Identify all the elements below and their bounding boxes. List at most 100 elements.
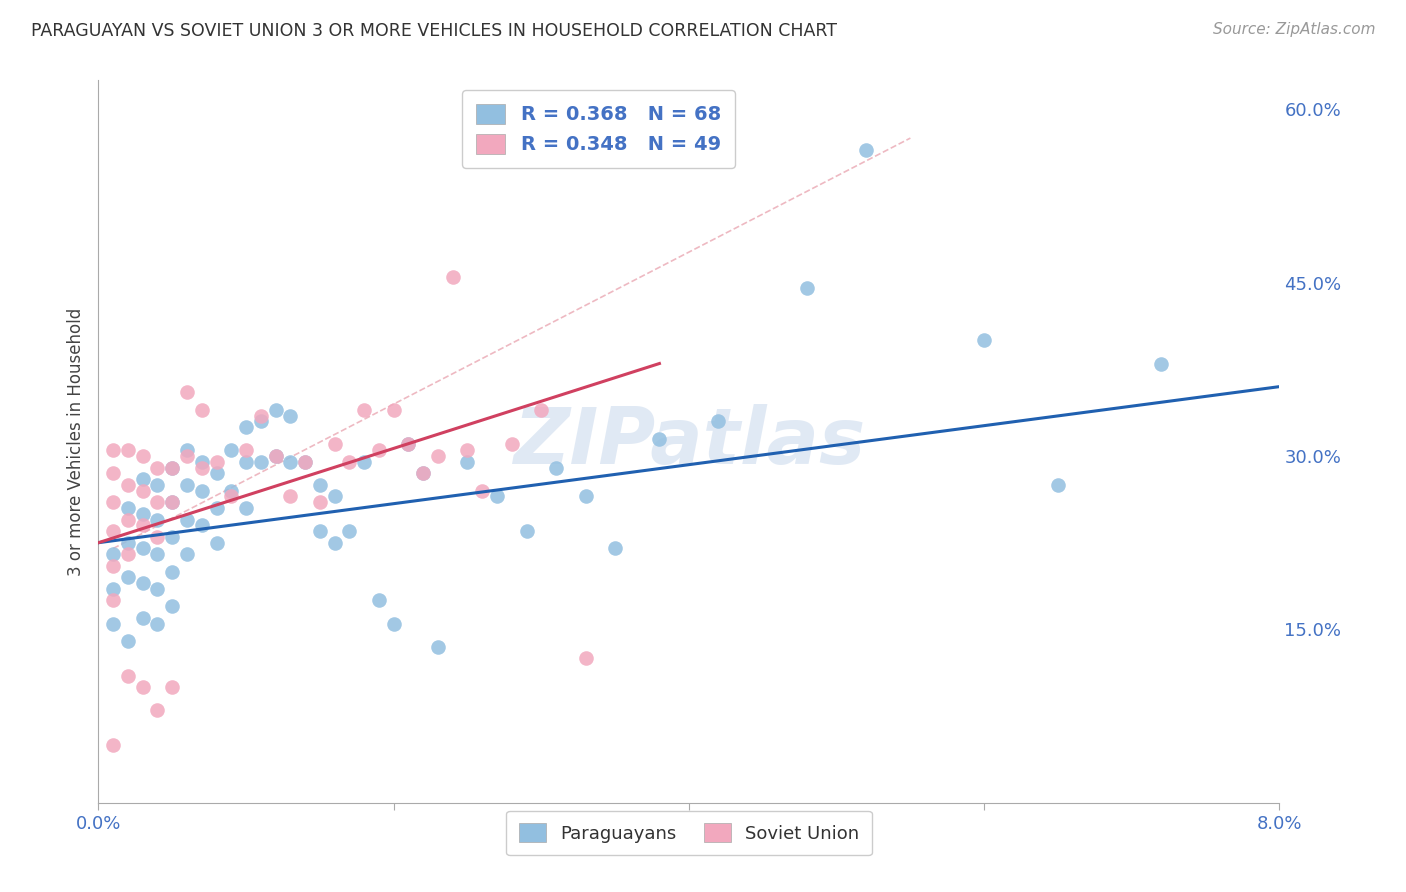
- Point: [117, 443, 139, 458]
- Point: [398, 437, 420, 451]
- Point: [264, 449, 287, 463]
- Point: [205, 467, 228, 481]
- Point: [117, 535, 139, 549]
- Point: [162, 495, 183, 509]
- Point: [250, 409, 273, 423]
- Point: [280, 490, 302, 504]
- Point: [471, 483, 494, 498]
- Point: [530, 402, 553, 417]
- Point: [339, 455, 361, 469]
- Point: [117, 547, 139, 561]
- Point: [103, 558, 125, 573]
- Point: [132, 576, 155, 591]
- Point: [117, 478, 139, 492]
- Point: [132, 472, 155, 486]
- Point: [575, 651, 598, 665]
- Point: [368, 443, 391, 458]
- Text: ZIPatlas: ZIPatlas: [513, 403, 865, 480]
- Y-axis label: 3 or more Vehicles in Household: 3 or more Vehicles in Household: [66, 308, 84, 575]
- Text: Source: ZipAtlas.com: Source: ZipAtlas.com: [1212, 22, 1375, 37]
- Point: [294, 455, 316, 469]
- Point: [353, 455, 375, 469]
- Point: [176, 512, 198, 526]
- Point: [103, 582, 125, 596]
- Point: [516, 524, 538, 538]
- Point: [146, 460, 169, 475]
- Point: [235, 420, 257, 434]
- Point: [264, 402, 287, 417]
- Point: [162, 495, 183, 509]
- Point: [309, 478, 332, 492]
- Point: [412, 467, 434, 481]
- Point: [103, 616, 125, 631]
- Point: [162, 460, 183, 475]
- Point: [176, 443, 198, 458]
- Point: [457, 443, 479, 458]
- Point: [221, 490, 243, 504]
- Point: [575, 490, 598, 504]
- Point: [191, 402, 214, 417]
- Point: [132, 611, 155, 625]
- Point: [146, 512, 169, 526]
- Point: [221, 483, 243, 498]
- Point: [486, 490, 509, 504]
- Point: [294, 455, 316, 469]
- Point: [191, 483, 214, 498]
- Point: [353, 402, 375, 417]
- Point: [132, 449, 155, 463]
- Point: [103, 738, 125, 752]
- Point: [103, 547, 125, 561]
- Point: [427, 640, 450, 654]
- Point: [382, 616, 405, 631]
- Text: PARAGUAYAN VS SOVIET UNION 3 OR MORE VEHICLES IN HOUSEHOLD CORRELATION CHART: PARAGUAYAN VS SOVIET UNION 3 OR MORE VEH…: [31, 22, 837, 40]
- Point: [457, 455, 479, 469]
- Point: [132, 518, 155, 533]
- Point: [146, 547, 169, 561]
- Point: [132, 483, 155, 498]
- Point: [117, 501, 139, 516]
- Point: [103, 495, 125, 509]
- Point: [162, 460, 183, 475]
- Point: [162, 565, 183, 579]
- Point: [117, 512, 139, 526]
- Point: [205, 501, 228, 516]
- Point: [309, 524, 332, 538]
- Point: [280, 409, 302, 423]
- Point: [796, 281, 818, 295]
- Point: [103, 524, 125, 538]
- Point: [441, 269, 464, 284]
- Point: [191, 460, 214, 475]
- Point: [309, 495, 332, 509]
- Point: [707, 414, 730, 428]
- Point: [191, 455, 214, 469]
- Point: [398, 437, 420, 451]
- Point: [1150, 357, 1173, 371]
- Point: [146, 478, 169, 492]
- Point: [323, 535, 346, 549]
- Point: [412, 467, 434, 481]
- Point: [235, 443, 257, 458]
- Point: [323, 437, 346, 451]
- Point: [176, 385, 198, 400]
- Point: [546, 460, 568, 475]
- Point: [162, 599, 183, 614]
- Point: [103, 467, 125, 481]
- Point: [146, 495, 169, 509]
- Point: [368, 593, 391, 607]
- Point: [146, 616, 169, 631]
- Point: [339, 524, 361, 538]
- Point: [117, 570, 139, 584]
- Point: [117, 668, 139, 682]
- Point: [176, 547, 198, 561]
- Point: [250, 414, 273, 428]
- Point: [191, 518, 214, 533]
- Point: [250, 455, 273, 469]
- Point: [176, 478, 198, 492]
- Point: [205, 535, 228, 549]
- Point: [427, 449, 450, 463]
- Legend: Paraguayans, Soviet Union: Paraguayans, Soviet Union: [506, 811, 872, 855]
- Point: [382, 402, 405, 417]
- Point: [235, 501, 257, 516]
- Point: [132, 507, 155, 521]
- Point: [146, 703, 169, 717]
